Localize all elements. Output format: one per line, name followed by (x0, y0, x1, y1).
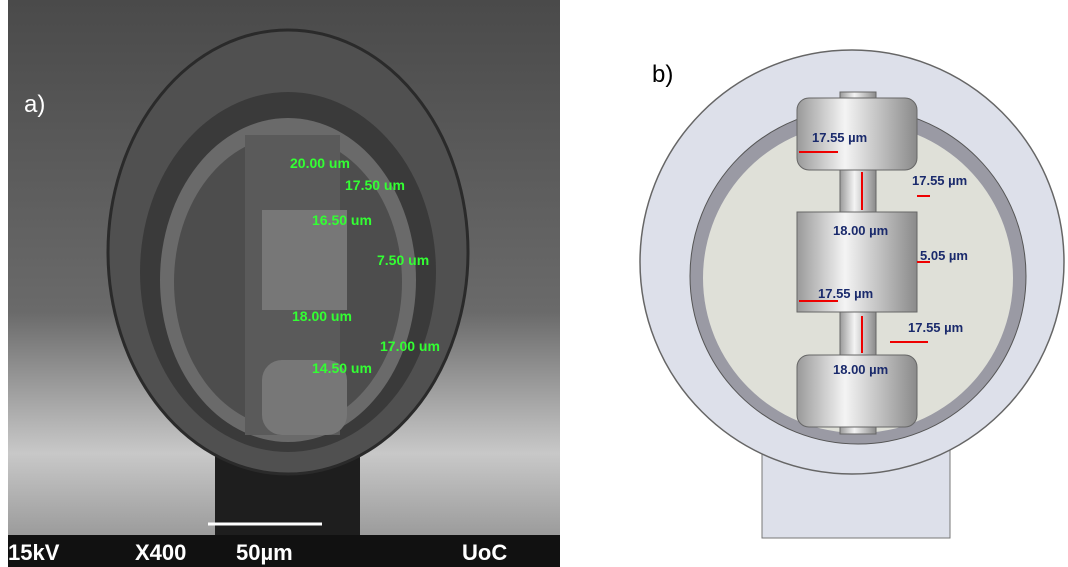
footer-text: 50µm (236, 540, 293, 565)
measurement: 5.05 µm (920, 248, 968, 263)
panel-label: a) (24, 91, 45, 118)
cad-panel: b) 17.55 µm 17.55 µm 18.00 µm 5.05 µm 17… (640, 50, 1064, 538)
measurement: 14.50 um (312, 360, 372, 376)
measurement: 20.00 um (290, 155, 350, 171)
measurement: 17.55 µm (908, 320, 963, 335)
measurement: 17.00 um (380, 338, 440, 354)
figure: a) 20.00 um 17.50 um 16.50 um 7.50 um 18… (0, 0, 1068, 567)
measurement: 7.50 um (377, 252, 429, 268)
measurement: 18.00 µm (833, 362, 888, 377)
measurement: 18.00 µm (833, 223, 888, 238)
measurement: 17.55 µm (818, 286, 873, 301)
measurement: 17.55 µm (912, 173, 967, 188)
footer-text: UoC (462, 540, 507, 565)
measurement: 17.50 um (345, 177, 405, 193)
measurement: 18.00 um (292, 308, 352, 324)
measurement: 17.55 µm (812, 130, 867, 145)
sem-panel: a) 20.00 um 17.50 um 16.50 um 7.50 um 18… (8, 0, 560, 567)
footer-text: X400 (135, 540, 186, 565)
footer-text: 15kV (8, 540, 60, 565)
panel-label: b) (652, 61, 673, 88)
measurement: 16.50 um (312, 212, 372, 228)
